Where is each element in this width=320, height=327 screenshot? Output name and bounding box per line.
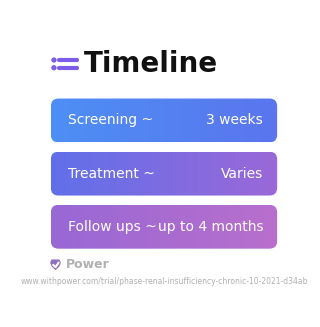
Text: Power: Power (66, 258, 110, 271)
Text: Treatment ~: Treatment ~ (68, 166, 155, 181)
Text: Varies: Varies (221, 166, 263, 181)
Text: Screening ~: Screening ~ (68, 113, 153, 128)
Text: up to 4 months: up to 4 months (157, 220, 263, 234)
Circle shape (52, 58, 56, 62)
Circle shape (52, 66, 56, 70)
Polygon shape (50, 259, 61, 270)
Text: Timeline: Timeline (84, 50, 218, 78)
Text: Follow ups ~: Follow ups ~ (68, 220, 157, 234)
Text: www.withpower.com/trial/phase-renal-insufficiency-chronic-10-2021-d34ab: www.withpower.com/trial/phase-renal-insu… (20, 277, 308, 286)
Text: 3 weeks: 3 weeks (206, 113, 263, 128)
